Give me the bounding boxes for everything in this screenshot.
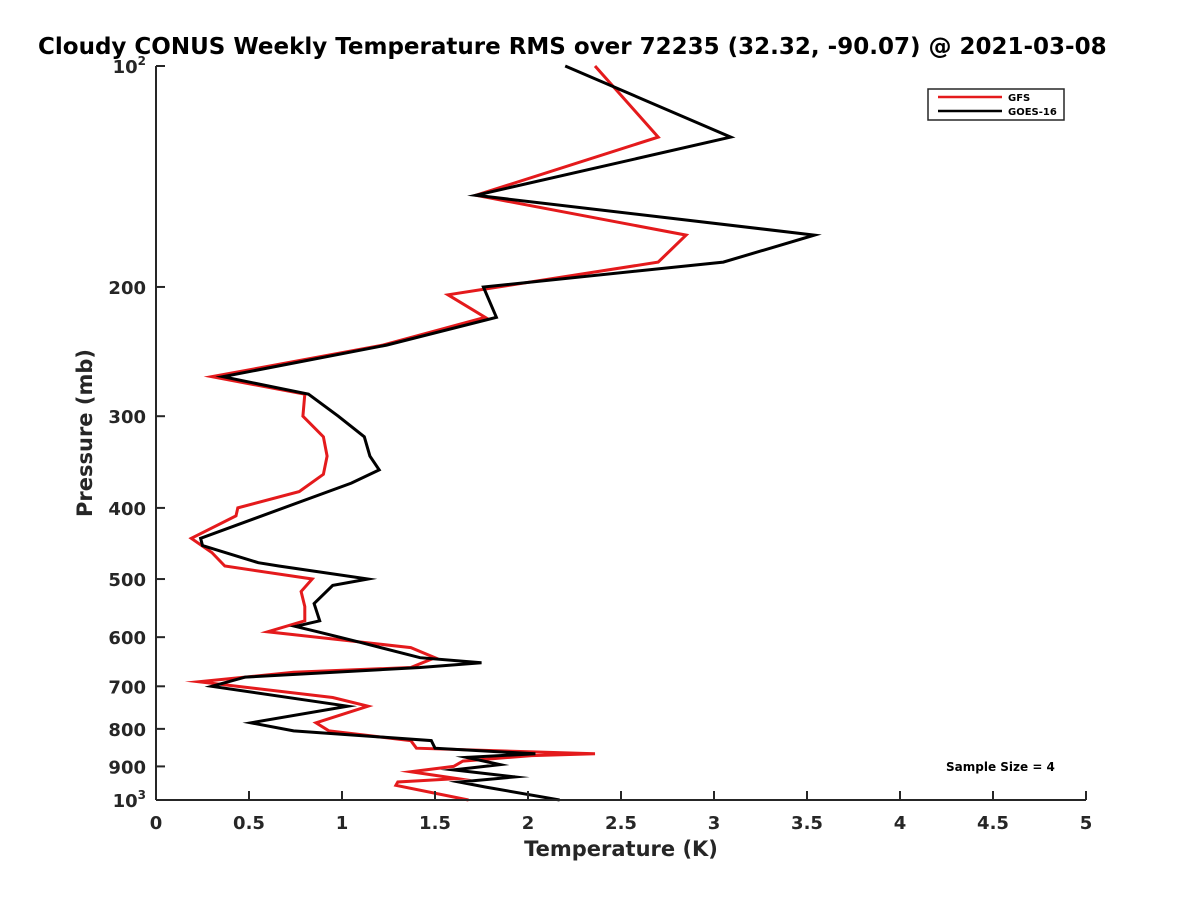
legend-label-gfs: GFS (1008, 93, 1030, 104)
series-goes16 (198, 64, 822, 802)
y-tick-label: 200 (108, 278, 146, 299)
y-tick-label: 700 (108, 677, 146, 698)
x-tick-label: 2 (522, 813, 535, 834)
x-tick-label: 0 (150, 813, 163, 834)
chart-title: Cloudy CONUS Weekly Temperature RMS over… (38, 34, 1107, 60)
series-line-goes16 (198, 64, 822, 802)
x-ticks: 0 0.5 1 1.5 2 2.5 3 3.5 4 4.5 5 (150, 791, 1093, 834)
x-tick-label: 1 (336, 813, 349, 834)
series-layer (184, 64, 822, 802)
x-tick-label: 0.5 (233, 813, 265, 834)
legend: GFS GOES-16 (927, 88, 1065, 121)
y-tick-label: 102 (113, 54, 146, 78)
plot-area (156, 66, 1086, 800)
x-tick-label: 3.5 (791, 813, 823, 834)
legend-label-goes16: GOES-16 (1008, 107, 1057, 118)
legend-box (927, 88, 1065, 121)
y-tick-label: 300 (108, 407, 146, 428)
y-tick-label: 400 (108, 499, 146, 520)
x-tick-label: 3 (708, 813, 721, 834)
y-ticks: 102 200 300 400 500 600 700 800 900 103 (108, 54, 165, 812)
x-tick-label: 2.5 (605, 813, 637, 834)
y-axis-label: Pressure (mb) (73, 349, 97, 517)
y-tick-label: 600 (108, 628, 146, 649)
x-axis-label: Temperature (K) (524, 837, 718, 861)
sample-size-annotation: Sample Size = 4 (946, 760, 1055, 774)
x-tick-label: 5 (1080, 813, 1093, 834)
y-tick-label: 800 (108, 720, 146, 741)
y-tick-label: 900 (108, 757, 146, 778)
x-tick-label: 4.5 (977, 813, 1009, 834)
y-tick-label: 103 (113, 788, 146, 812)
x-tick-label: 4 (894, 813, 907, 834)
y-tick-label: 500 (108, 570, 146, 591)
x-tick-label: 1.5 (419, 813, 451, 834)
